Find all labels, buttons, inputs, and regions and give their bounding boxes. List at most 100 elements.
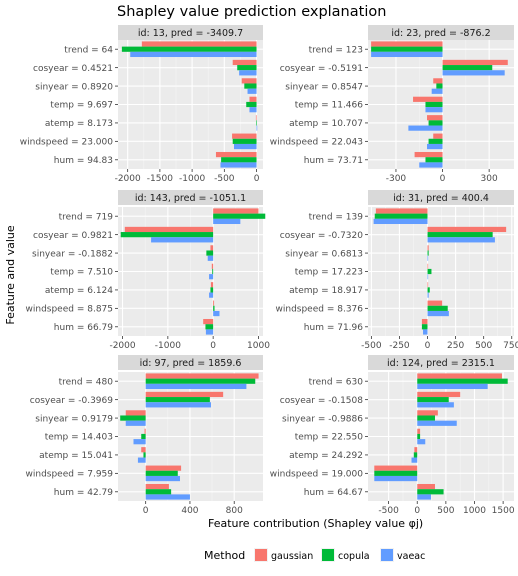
- x-tick-label: -300: [386, 174, 407, 184]
- y-tick-label: hum = 73.71: [304, 156, 363, 166]
- bar-vaeac: [151, 237, 214, 243]
- x-tick-label: 1500: [492, 506, 515, 516]
- y-tick-label: atemp = 24.292: [289, 451, 363, 461]
- y-tick-label: hum = 64.67: [304, 488, 363, 498]
- y-tick-label: trend = 139: [309, 212, 364, 222]
- bar-vaeac: [427, 237, 495, 243]
- bar-copula: [213, 213, 266, 219]
- x-tick-label: 1000: [247, 341, 270, 351]
- bar-vaeac: [408, 125, 443, 131]
- bar-vaeac: [220, 162, 257, 168]
- bar-copula: [413, 452, 418, 458]
- y-tick-label: atemp = 6.124: [45, 286, 113, 296]
- facet-panel: id: 97, pred = 1859.6 0 400 800 trend = 480 c…: [26, 355, 263, 516]
- x-tick-label: 300: [481, 174, 498, 184]
- bar-vaeac: [419, 162, 443, 168]
- y-tick-label: windspeed = 7.959: [26, 470, 114, 480]
- bar-gaussian: [371, 41, 443, 47]
- y-axis-label: Feature and value: [4, 225, 17, 325]
- bar-vaeac: [256, 125, 258, 131]
- bar-copula: [442, 65, 493, 71]
- bar-copula: [417, 433, 421, 440]
- bar-gaussian: [210, 282, 214, 288]
- y-tick-label: cosyear = 0.9821: [33, 231, 113, 241]
- bar-copula: [427, 287, 430, 293]
- bar-vaeac: [427, 255, 429, 261]
- bar-gaussian: [414, 151, 443, 158]
- bar-copula: [417, 489, 444, 495]
- bar-vaeac: [213, 218, 241, 225]
- bar-copula: [210, 287, 214, 293]
- bar-copula: [145, 489, 172, 495]
- legend-key-vaeac: [381, 549, 393, 561]
- bar-copula: [425, 101, 443, 108]
- legend-label: gaussian: [271, 551, 313, 562]
- bar-vaeac: [417, 494, 431, 500]
- y-tick-label: hum = 66.79: [54, 323, 113, 333]
- facet-strip: [118, 355, 263, 370]
- bar-copula: [237, 65, 257, 71]
- bar-gaussian: [125, 410, 146, 416]
- bar-vaeac: [239, 70, 257, 76]
- x-tick-label: 0: [254, 174, 260, 184]
- bar-copula: [145, 470, 178, 476]
- facet-strip: [118, 190, 263, 205]
- bar-vaeac: [417, 420, 457, 426]
- bar-gaussian: [213, 300, 215, 306]
- bar-copula: [120, 232, 214, 238]
- y-tick-label: hum = 94.83: [54, 156, 113, 166]
- bar-gaussian: [141, 41, 257, 47]
- bar-gaussian: [417, 410, 438, 416]
- bar-vaeac: [145, 402, 211, 408]
- bar-copula: [244, 83, 257, 89]
- y-tick-label: cosyear = -0.5191: [280, 64, 363, 74]
- bar-vaeac: [427, 143, 443, 150]
- legend-key-gaussian: [255, 549, 267, 561]
- bar-vaeac: [234, 143, 257, 150]
- bar-copula: [425, 157, 443, 163]
- y-tick-label: cosyear = -0.7320: [280, 231, 363, 241]
- y-tick-label: cosyear = 0.4521: [33, 64, 113, 74]
- bar-gaussian: [433, 78, 443, 84]
- bar-vaeac: [130, 51, 257, 58]
- bar-vaeac: [373, 218, 428, 225]
- bar-copula: [145, 397, 210, 403]
- x-tick-label: -500: [214, 174, 235, 184]
- bar-gaussian: [215, 151, 257, 158]
- bar-vaeac: [374, 475, 418, 482]
- bar-copula: [436, 83, 443, 89]
- facet-strip-label: id: 23, pred = -876.2: [391, 28, 490, 39]
- x-axis-label: Feature contribution (Shapley value φj): [208, 517, 423, 530]
- bar-copula: [374, 470, 418, 476]
- x-tick-label: 750: [503, 341, 518, 351]
- x-tick-label: -2000: [115, 174, 141, 184]
- bar-vaeac: [137, 457, 146, 463]
- x-tick-label: 0: [143, 506, 149, 516]
- y-tick-label: trend = 719: [59, 212, 114, 222]
- x-tick-label: 250: [447, 341, 464, 351]
- bar-copula: [205, 324, 214, 330]
- bar-copula: [427, 268, 432, 275]
- bar-gaussian: [241, 78, 257, 84]
- bar-copula: [141, 433, 146, 440]
- bar-copula: [371, 46, 443, 52]
- bar-copula: [232, 138, 257, 144]
- bar-vaeac: [133, 439, 146, 445]
- facet-panel: id: 13, pred = -3409.7 -2000 -1500 -1000 -50…: [20, 25, 263, 184]
- x-tick-label: 400: [181, 506, 198, 516]
- bar-vaeac: [371, 51, 443, 58]
- facet-strip-label: id: 13, pred = -3409.7: [138, 28, 243, 39]
- y-tick-label: sinyear = 0.8547: [285, 82, 363, 92]
- bar-copula: [374, 213, 428, 219]
- y-tick-label: hum = 42.79: [54, 488, 113, 498]
- bar-vaeac: [411, 457, 418, 463]
- y-tick-label: atemp = 18.917: [289, 286, 363, 296]
- y-tick-label: trend = 123: [309, 45, 363, 55]
- bar-copula: [221, 157, 257, 163]
- x-tick-label: -1000: [155, 341, 181, 351]
- legend-key-copula: [322, 549, 334, 561]
- bar-vaeac: [209, 274, 214, 280]
- y-tick-label: sinyear = 0.9179: [35, 414, 113, 424]
- bar-gaussian: [427, 245, 429, 251]
- facet-strip-label: id: 97, pred = 1859.6: [140, 358, 242, 369]
